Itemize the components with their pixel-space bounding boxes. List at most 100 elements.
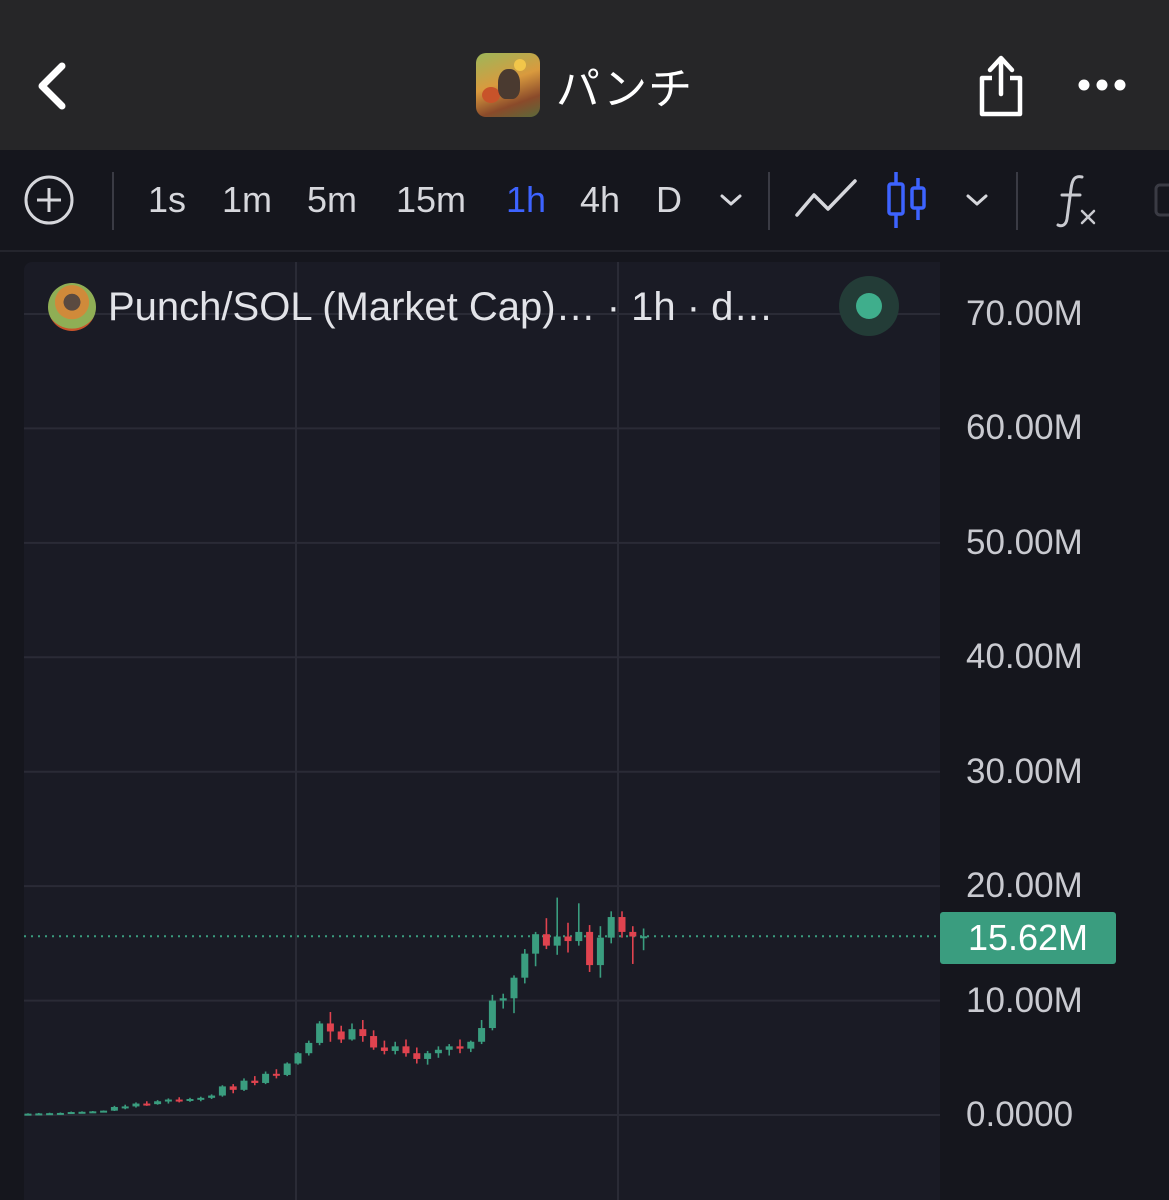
candle-body (424, 1053, 432, 1059)
candle-body (154, 1101, 162, 1105)
chevron-down-icon (720, 194, 742, 206)
timeframe-D[interactable]: D (656, 179, 682, 220)
y-tick-label: 50.00M (966, 523, 1083, 562)
candle-body (532, 934, 540, 954)
candle-body (499, 998, 507, 1001)
chart-legend[interactable]: Punch/SOL (Market Cap)… · 1h · d… (48, 280, 773, 334)
candle-body (521, 953, 529, 978)
line-chart-icon (795, 179, 857, 217)
y-tick-label: 70.00M (966, 294, 1083, 333)
share-icon[interactable] (976, 52, 1026, 118)
candle-body (272, 1073, 280, 1076)
candle-body (100, 1110, 108, 1113)
candle-body (240, 1080, 248, 1090)
indicators-button[interactable] (1052, 150, 1100, 250)
candle-body (596, 937, 604, 966)
candle-body (348, 1029, 356, 1040)
candlestick-chart-button[interactable] (884, 150, 930, 250)
candle-body (359, 1029, 367, 1037)
settings-icon (1154, 183, 1169, 217)
chevron-down-icon (966, 194, 988, 206)
candle-body (283, 1063, 291, 1075)
candle-body (24, 1113, 32, 1116)
toolbar-divider (112, 172, 114, 230)
candle-body (402, 1046, 410, 1054)
add-circle-icon (24, 175, 74, 225)
candle-body (294, 1053, 302, 1064)
token-avatar (48, 283, 96, 331)
candle-body (229, 1086, 237, 1090)
candle-body (197, 1097, 205, 1100)
candle-body (208, 1095, 216, 1098)
candle-body (542, 934, 550, 946)
candle-body (370, 1036, 378, 1048)
line-chart-button[interactable] (794, 150, 858, 250)
candle-body (251, 1080, 259, 1083)
candle-body (456, 1046, 464, 1049)
candle-body (618, 917, 626, 932)
candle-body (175, 1099, 183, 1102)
candle-body (305, 1042, 313, 1054)
live-status-indicator[interactable] (839, 276, 899, 336)
candle-body (186, 1098, 194, 1101)
candle-body (413, 1053, 421, 1059)
y-tick-label: 10.00M (966, 981, 1083, 1020)
candle-body (467, 1041, 475, 1049)
candle-body (132, 1103, 140, 1107)
timeframe-1h[interactable]: 1h (506, 179, 547, 220)
candle-body (575, 931, 583, 942)
candle-body (67, 1112, 75, 1115)
candle-body (78, 1111, 86, 1114)
chart-type-dropdown-button[interactable] (962, 150, 992, 250)
token-avatar (475, 53, 540, 117)
timeframe-5m[interactable]: 5m (307, 179, 358, 220)
current-price-label: 15.62M (940, 912, 1116, 964)
toolbar-divider (768, 172, 770, 230)
candle-body (391, 1046, 399, 1051)
candlestick-icon (887, 172, 926, 228)
candle-body (35, 1113, 43, 1116)
title-group: パンチ (0, 50, 1169, 120)
candle-body (143, 1103, 151, 1106)
navigation-bar: パンチ (0, 0, 1169, 150)
candle-body (326, 1023, 334, 1032)
chart-toolbar: 1s 1m 5m 15m 1h 4h D (0, 150, 1169, 252)
ellipsis-icon[interactable] (1076, 70, 1128, 100)
timeframe-1s[interactable]: 1s (148, 179, 187, 220)
candle-body (110, 1106, 118, 1111)
y-tick-label: 0.0000 (966, 1095, 1074, 1134)
candle-body (316, 1023, 324, 1043)
candle-body (640, 936, 648, 939)
timeframe-4h[interactable]: 4h (580, 179, 621, 220)
candle-body (121, 1106, 129, 1109)
candle-body (564, 936, 572, 942)
y-tick-label: 40.00M (966, 637, 1083, 676)
candle-body (46, 1113, 54, 1116)
y-tick-label: 30.00M (966, 752, 1083, 791)
candle-body (218, 1086, 226, 1096)
candle-body (89, 1111, 97, 1114)
candle-body (434, 1049, 442, 1054)
toolbar-divider (1016, 172, 1018, 230)
more-tools-button[interactable] (1150, 150, 1169, 250)
y-tick-label: 20.00M (966, 866, 1083, 905)
candle-body (380, 1047, 388, 1051)
timeframe-1m[interactable]: 1m (222, 179, 273, 220)
timeframe-dropdown-button[interactable] (716, 150, 746, 250)
chevron-left-icon[interactable] (30, 58, 74, 114)
y-tick-label: 60.00M (966, 408, 1083, 447)
candle-body (586, 931, 594, 966)
candle-body (164, 1099, 172, 1102)
page-title: パンチ (555, 65, 694, 114)
candle-body (510, 977, 518, 999)
candle-body (478, 1028, 486, 1042)
add-indicator-button[interactable] (22, 150, 76, 250)
function-icon (1056, 175, 1096, 228)
price-axis[interactable] (940, 262, 1169, 1200)
candle-body (445, 1046, 453, 1050)
candle-body (56, 1112, 64, 1115)
candle-body (607, 917, 615, 938)
timeframe-15m[interactable]: 15m (396, 179, 467, 220)
candle-body (337, 1031, 345, 1040)
